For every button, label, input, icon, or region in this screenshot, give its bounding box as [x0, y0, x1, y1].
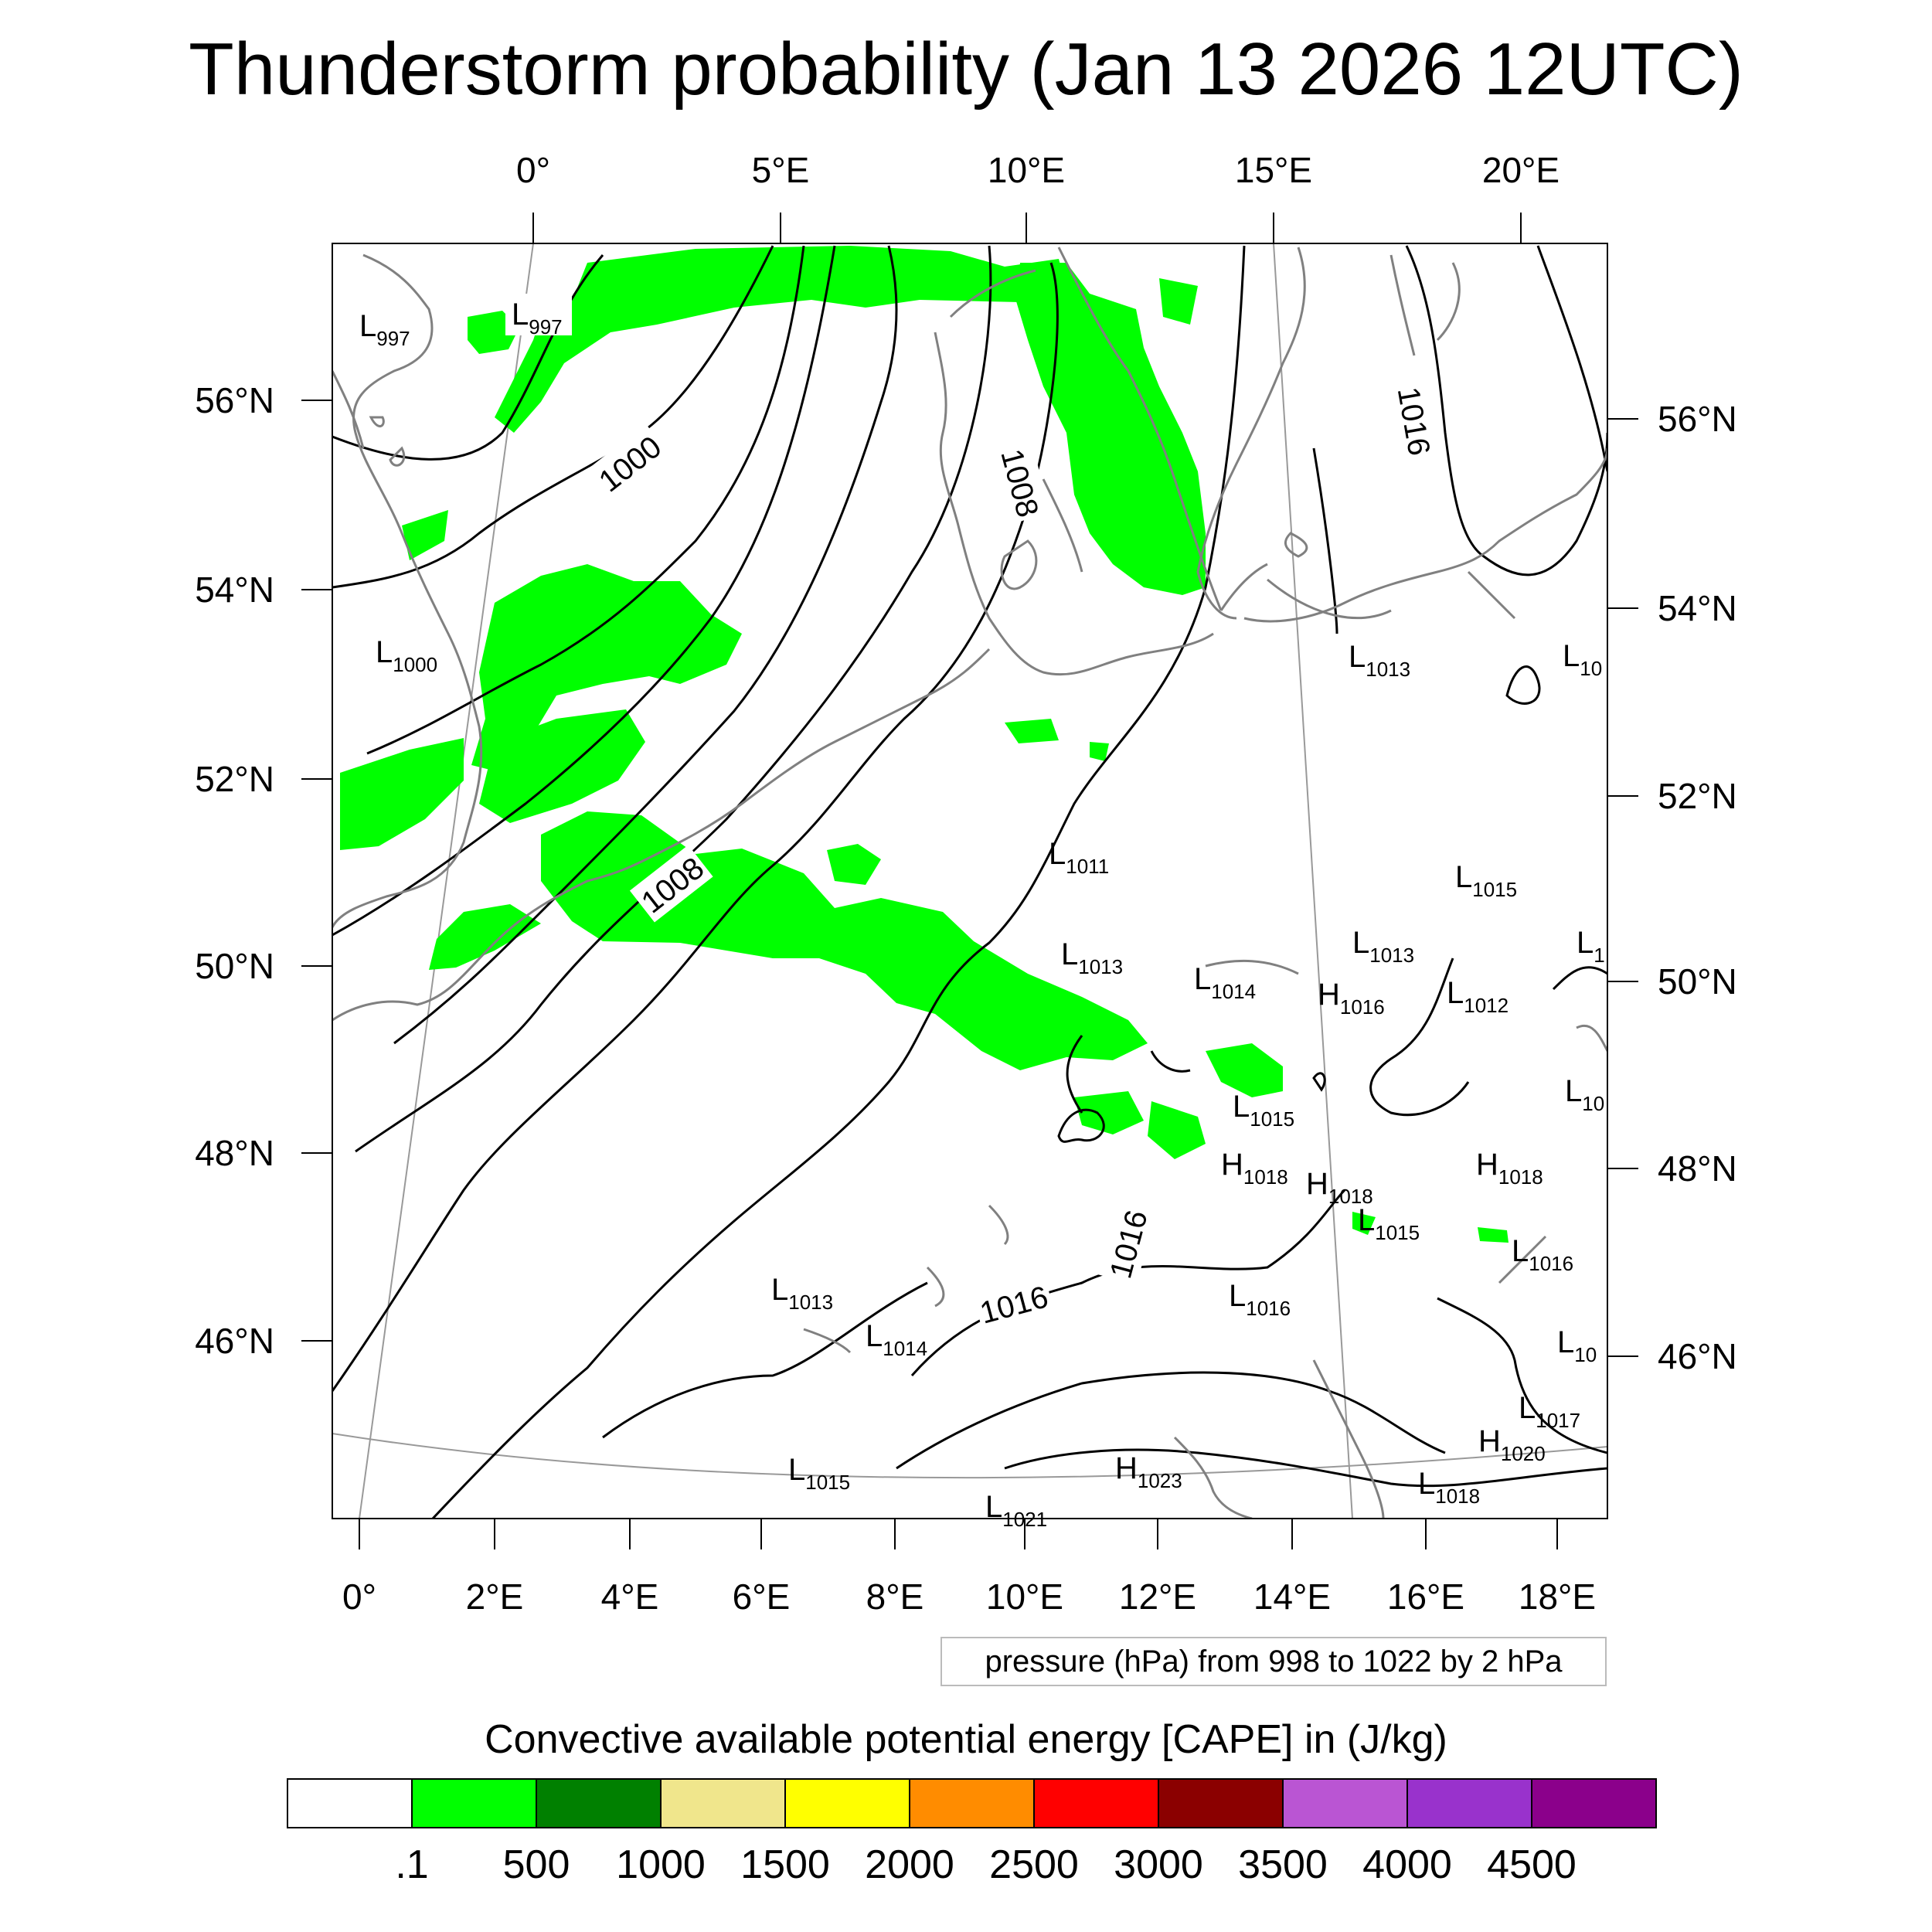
pressure-center-label: H1018 [1221, 1148, 1288, 1189]
cape-area-romania-west [1478, 1227, 1509, 1243]
pressure-center-label: H1020 [1478, 1424, 1546, 1465]
left-lat-label: 52°N [195, 759, 274, 799]
pressure-center-label: L1013 [771, 1273, 833, 1314]
left-lat-label: 50°N [195, 946, 274, 986]
bottom-lon-label: 18°E [1519, 1577, 1596, 1617]
pressure-center-label: H1016 [1318, 978, 1385, 1019]
right-lat-label: 48°N [1658, 1148, 1737, 1189]
right-lat-label: 46°N [1658, 1336, 1737, 1376]
cape-area-austria [1148, 1101, 1206, 1159]
pressure-center-label: L10 [1557, 1325, 1597, 1366]
pressure-center-label: L10 [1563, 639, 1602, 680]
bottom-lon-label: 16°E [1387, 1577, 1464, 1617]
top-lon-label: 20°E [1482, 150, 1560, 190]
bottom-lon-label: 6°E [733, 1577, 791, 1617]
bottom-lon-label: 14°E [1253, 1577, 1331, 1617]
pressure-center-label: L1013 [1352, 926, 1414, 967]
pressure-center-label: L997 [359, 309, 410, 350]
map-title: Thunderstorm probability (Jan 13 2026 12… [189, 28, 1743, 111]
colorbar-title: Convective available potential energy [C… [485, 1717, 1447, 1762]
pressure-center-label: H1023 [1115, 1451, 1182, 1492]
bottom-lon-label: 12°E [1119, 1577, 1196, 1617]
pressure-contour-note: pressure (hPa) from 998 to 1022 by 2 hPa [940, 1637, 1607, 1686]
pressure-center-label: L1013 [1061, 937, 1123, 978]
pressure-center-label: H1018 [1476, 1148, 1543, 1189]
pressure-center-label: L1014 [1194, 962, 1256, 1003]
cape-area-north-sea-top [495, 246, 1066, 433]
right-lat-label: 54°N [1658, 588, 1737, 628]
cape-area-north-sea-mid [471, 564, 742, 773]
left-lat-label: 56°N [195, 380, 274, 420]
pressure-center-label: L1015 [1233, 1090, 1294, 1131]
cape-area-uk-east [402, 510, 448, 560]
cape-area-belgium [827, 844, 881, 885]
pressure-center-label: L1 [1577, 926, 1605, 967]
cape-area-channel-north [479, 709, 645, 823]
bottom-lon-label: 0° [342, 1577, 376, 1617]
bottom-lon-label: 2°E [466, 1577, 524, 1617]
map-frame-border [332, 243, 1608, 1519]
right-lat-label: 50°N [1658, 961, 1737, 1002]
left-lat-axis [301, 400, 332, 1342]
cape-area-germany-east [1005, 719, 1059, 743]
bottom-lon-label: 8°E [866, 1577, 924, 1617]
cape-area-scandinavia [1016, 263, 1206, 595]
pressure-center-label: L1011 [1049, 837, 1109, 878]
pressure-centers: L997 L997 L1000 L1013 L10 L1011 L1015 L1… [359, 294, 1605, 1531]
pressure-center-label: L1018 [1418, 1467, 1480, 1508]
pressure-center-label: L1012 [1447, 976, 1509, 1017]
cape-area-czech [1074, 1091, 1144, 1134]
top-lon-label: 15°E [1235, 150, 1312, 190]
bottom-lon-axis [359, 1519, 1558, 1549]
pressure-center-label: L10 [1565, 1074, 1604, 1115]
right-lat-label: 56°N [1658, 399, 1737, 439]
cape-area-ireland-sea [340, 738, 464, 850]
pressure-center-label: L1013 [1349, 640, 1410, 681]
pressure-center-label: L997 [512, 298, 563, 338]
cape-fields [340, 246, 1509, 1243]
pressure-center-label: L1015 [1455, 860, 1517, 901]
top-lon-label: 0° [516, 150, 550, 190]
pressure-center-label: L1015 [1358, 1203, 1420, 1244]
left-lat-label: 46°N [195, 1321, 274, 1361]
pressure-center-label: L1000 [376, 635, 437, 676]
cape-area-france-north [429, 904, 541, 970]
coastlines [332, 247, 1607, 1519]
cape-area-slovakia [1206, 1043, 1283, 1097]
pressure-center-label: L1017 [1519, 1391, 1580, 1432]
right-lat-axis [1607, 418, 1638, 1357]
pressure-center-label: L1016 [1229, 1279, 1291, 1320]
pressure-center-label: L1015 [788, 1453, 850, 1494]
cape-area-baltic-edge [1159, 278, 1198, 325]
bottom-lon-label: 10°E [986, 1577, 1063, 1617]
left-lat-label: 48°N [195, 1133, 274, 1173]
bottom-lon-label: 4°E [601, 1577, 659, 1617]
pressure-center-label: L1014 [866, 1319, 927, 1360]
top-lon-axis [532, 213, 1522, 243]
pressure-center-label: L1016 [1512, 1234, 1573, 1275]
cape-area-germany-small [1090, 742, 1109, 761]
top-lon-label: 10°E [988, 150, 1065, 190]
isobars [332, 245, 1607, 1519]
top-lon-label: 5°E [752, 150, 810, 190]
pressure-center-label: H1018 [1306, 1167, 1373, 1208]
right-lat-label: 52°N [1658, 776, 1737, 816]
left-lat-label: 54°N [195, 570, 274, 610]
cape-area-hungary [1352, 1212, 1376, 1235]
